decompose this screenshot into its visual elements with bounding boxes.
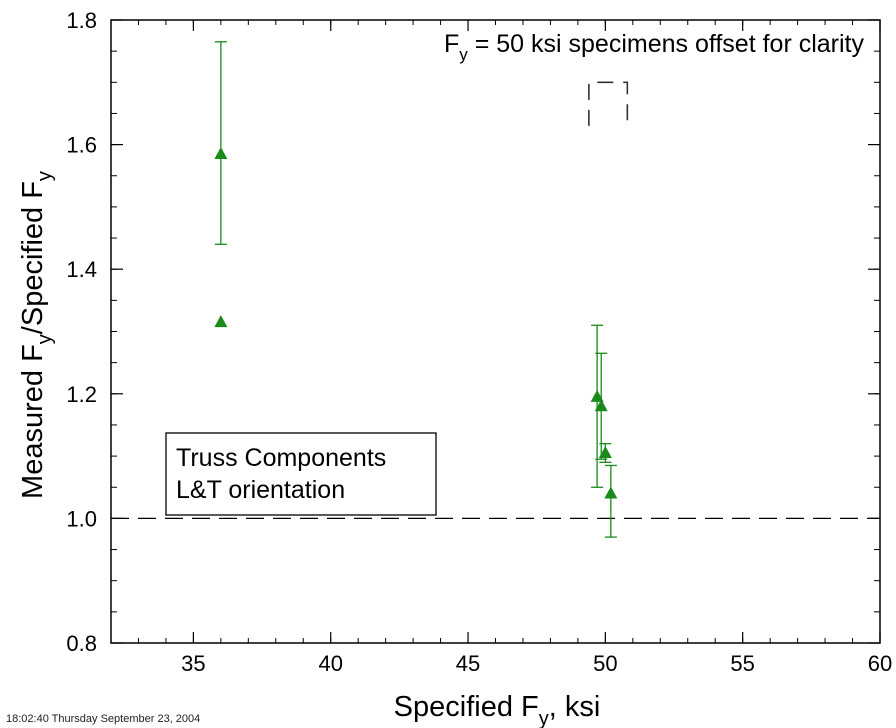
axes-layer (110, 19, 881, 644)
annotation-offset: Fy = 50 ksi specimens offset for clarity (444, 30, 865, 64)
data-point (594, 399, 608, 412)
data-point (604, 486, 618, 499)
y-tick-label: 1.6 (66, 133, 97, 158)
x-tick-label: 40 (318, 651, 342, 676)
footer-timestamp: 18:02:40 Thursday September 23, 2004 (6, 713, 201, 725)
y-tick-label: 1.2 (66, 382, 97, 407)
plot-frame (110, 19, 881, 644)
text-layer: 35 40 45 50 55 60 0.8 1.0 1.2 1.4 1.6 1.8 Fy = 50 ks… (17, 8, 892, 728)
data-point (590, 389, 604, 402)
x-tick-label: 45 (456, 651, 480, 676)
data-point (214, 315, 228, 328)
annotation-box-line2: L&T orientation (176, 476, 345, 504)
data-layer (214, 41, 618, 538)
data-point (214, 146, 228, 159)
offset-bracket (588, 81, 629, 126)
x-tick-label: 50 (593, 651, 617, 676)
x-tick-label: 35 (181, 651, 205, 676)
y-tick-label: 0.8 (66, 631, 97, 656)
annotation-box (165, 432, 437, 516)
y-tick-label: 1.8 (66, 8, 97, 33)
y-axis-label: Measured Fy/Specified Fy (17, 171, 56, 499)
x-tick-label: 60 (868, 651, 892, 676)
x-tick-label: 55 (730, 651, 754, 676)
y-tick-label: 1.0 (66, 506, 97, 531)
annotation-box-line1: Truss Components (176, 444, 386, 472)
data-point (598, 445, 612, 458)
x-axis-label: Specified Fy, ksi (394, 691, 601, 728)
y-tick-label: 1.4 (66, 257, 97, 282)
